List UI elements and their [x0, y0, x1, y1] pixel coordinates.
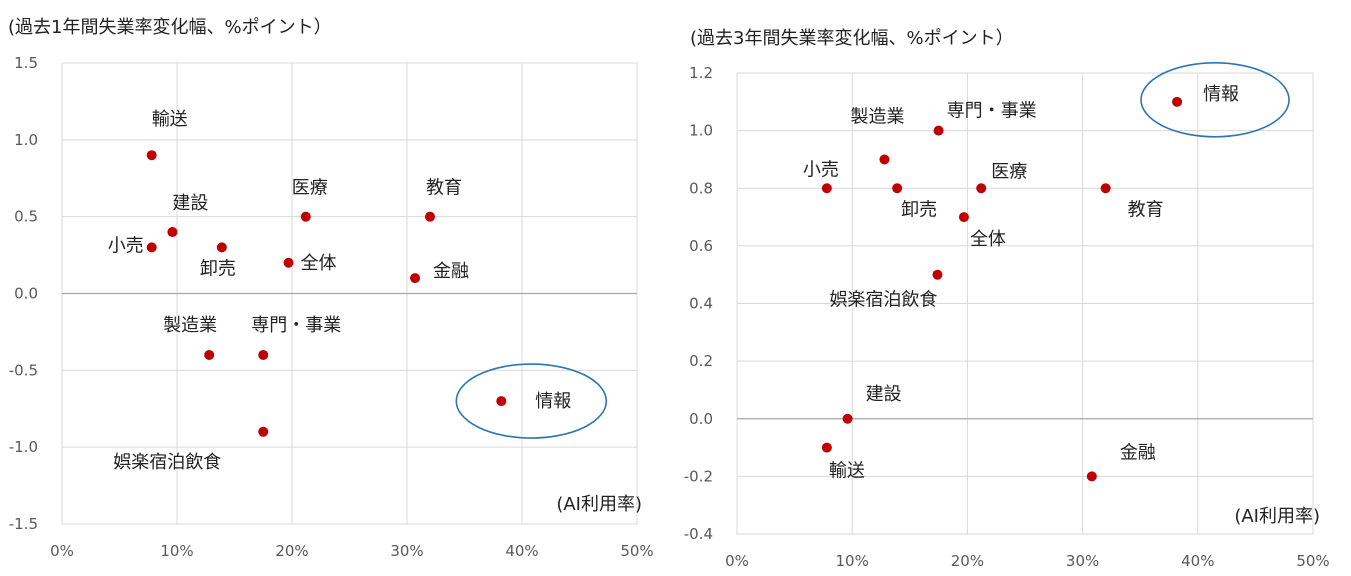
- point-label: 娯楽宿泊飲食: [113, 452, 221, 473]
- data-point: [410, 273, 421, 284]
- x-tick-label: 30%: [390, 542, 423, 560]
- chart-1: (過去1年間失業率変化幅、%ポイント） 0% 10% 20% 30% 40% 50% 1.5 1…: [8, 17, 654, 560]
- data-point: [879, 154, 890, 165]
- x-tick-label: 10%: [160, 542, 193, 560]
- point-label: 製造業: [163, 315, 217, 336]
- y-tick-label: 1.0: [689, 122, 713, 140]
- y-tick-label: 0.0: [689, 410, 713, 428]
- x-tick-label: 0%: [725, 552, 749, 570]
- point-label: 専門・事業: [251, 315, 341, 336]
- point-label: 専門・事業: [947, 101, 1037, 122]
- point-label: 医療: [991, 161, 1027, 182]
- chart-title: (過去1年間失業率変化幅、%ポイント）: [8, 17, 332, 38]
- y-tick-label: -0.4: [684, 525, 713, 543]
- point-label: 小売: [803, 159, 839, 180]
- data-point: [146, 242, 157, 253]
- point-label: 輸送: [829, 461, 865, 482]
- data-point: [496, 396, 507, 407]
- point-label: 全体: [301, 253, 337, 274]
- data-point: [892, 183, 903, 194]
- data-point: [146, 150, 157, 161]
- data-point: [932, 269, 943, 280]
- point-label: 小売: [108, 235, 144, 256]
- point-label: 医療: [292, 178, 328, 199]
- y-tick-label: 0.8: [689, 179, 713, 197]
- point-label: 情報: [1203, 84, 1239, 105]
- point-label: 全体: [970, 229, 1006, 250]
- data-point: [1172, 96, 1183, 107]
- highlight-ellipse: [1140, 62, 1290, 138]
- point-label: 教育: [426, 178, 462, 199]
- data-point: [976, 183, 987, 194]
- point-label: 卸売: [901, 199, 937, 220]
- y-tick-label: 1.5: [14, 54, 38, 72]
- y-tick-label: 1.2: [689, 64, 713, 82]
- data-point: [425, 211, 435, 222]
- point-label: 娯楽宿泊飲食: [829, 290, 937, 311]
- point-label: 金融: [433, 261, 469, 282]
- point-label: 建設: [172, 193, 208, 214]
- x-tick-label: 40%: [1181, 552, 1214, 570]
- point-label: 金融: [1120, 442, 1156, 463]
- chart-2: (過去3年間失業率変化幅、%ポイント） 0% 10% 20% 30% 40% 50% 1.2 1…: [684, 28, 1330, 570]
- point-label: 製造業: [850, 106, 904, 127]
- highlight-ellipse: [455, 363, 608, 439]
- data-point: [258, 349, 269, 360]
- x-axis-label: (AI利用率): [1234, 506, 1320, 527]
- point-label: 教育: [1128, 199, 1164, 220]
- y-tick-label: -0.2: [684, 467, 713, 485]
- x-tick-label: 20%: [951, 552, 984, 570]
- data-point: [821, 183, 832, 194]
- y-tick-label: 0.6: [689, 237, 713, 255]
- y-tick-label: -0.5: [9, 361, 38, 379]
- point-label: 建設: [866, 384, 902, 405]
- data-point: [300, 211, 311, 222]
- x-tick-label: 0%: [50, 542, 74, 560]
- data-point: [821, 442, 832, 453]
- chart-title: (過去3年間失業率変化幅、%ポイント）: [690, 28, 1014, 49]
- data-point: [216, 242, 227, 253]
- y-tick-label: -1.5: [9, 515, 38, 533]
- data-point: [167, 227, 178, 238]
- y-tick-label: 1.0: [14, 131, 38, 149]
- x-tick-label: 30%: [1066, 552, 1099, 570]
- y-tick-label: -1.0: [9, 438, 38, 456]
- data-point: [204, 349, 215, 360]
- data-point: [283, 257, 294, 268]
- y-tick-label: 0.5: [14, 208, 38, 226]
- x-tick-label: 40%: [505, 542, 538, 560]
- data-point: [933, 125, 944, 136]
- data-point: [958, 212, 969, 223]
- x-tick-label: 50%: [620, 542, 653, 560]
- data-point: [842, 413, 853, 424]
- y-tick-label: 0.4: [689, 295, 713, 313]
- x-tick-label: 10%: [836, 552, 869, 570]
- point-label: 卸売: [200, 258, 236, 279]
- data-point: [1086, 471, 1097, 482]
- x-tick-label: 20%: [275, 542, 308, 560]
- point-label: 輸送: [152, 109, 188, 130]
- y-tick-label: 0.0: [14, 285, 38, 303]
- point-label: 情報: [535, 391, 571, 412]
- x-axis-label: (AI利用率): [556, 494, 642, 515]
- data-point: [1100, 183, 1111, 194]
- x-tick-label: 50%: [1296, 552, 1329, 570]
- data-point: [258, 426, 269, 437]
- y-tick-label: 0.2: [689, 352, 713, 370]
